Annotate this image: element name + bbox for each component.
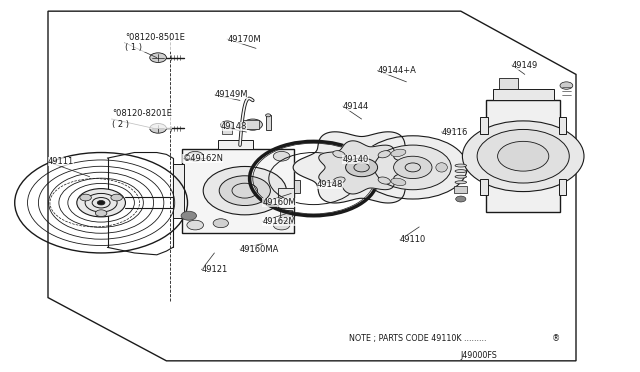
Bar — [294, 180, 300, 193]
Text: J49000FS: J49000FS — [461, 351, 498, 360]
Circle shape — [80, 194, 92, 201]
Text: 49149M: 49149M — [214, 90, 248, 99]
Ellipse shape — [436, 163, 447, 172]
Circle shape — [187, 220, 204, 230]
Text: 49148: 49148 — [317, 180, 343, 189]
Ellipse shape — [391, 149, 406, 157]
Ellipse shape — [455, 181, 467, 184]
Text: °08120-8201E
( 2 ): °08120-8201E ( 2 ) — [112, 109, 172, 129]
Bar — [559, 179, 566, 195]
Circle shape — [463, 121, 584, 192]
Circle shape — [456, 196, 466, 202]
Circle shape — [394, 156, 432, 179]
Bar — [559, 117, 566, 134]
Text: 49140: 49140 — [342, 155, 369, 164]
Text: 49160MA: 49160MA — [240, 245, 280, 254]
Circle shape — [266, 114, 271, 117]
Bar — [280, 210, 292, 223]
Text: 49162M: 49162M — [262, 217, 296, 226]
Ellipse shape — [333, 177, 345, 184]
Circle shape — [374, 145, 451, 190]
Circle shape — [181, 211, 196, 220]
Circle shape — [95, 210, 107, 217]
Bar — [493, 89, 554, 100]
Text: 49116: 49116 — [442, 128, 468, 137]
Circle shape — [111, 194, 122, 201]
Circle shape — [150, 124, 166, 133]
Bar — [266, 115, 271, 130]
Circle shape — [560, 82, 573, 89]
Circle shape — [77, 189, 125, 217]
Circle shape — [346, 158, 378, 177]
Text: 49144+A: 49144+A — [378, 66, 417, 75]
Circle shape — [97, 201, 105, 205]
Ellipse shape — [455, 164, 467, 167]
Text: 49160M: 49160M — [262, 198, 296, 207]
Text: 49110: 49110 — [400, 235, 426, 244]
Circle shape — [187, 151, 204, 161]
Bar — [218, 140, 253, 149]
Circle shape — [477, 129, 570, 183]
Bar — [486, 100, 560, 212]
Bar — [480, 117, 488, 134]
Ellipse shape — [391, 178, 406, 186]
Text: 49148: 49148 — [221, 122, 247, 131]
Circle shape — [273, 151, 290, 161]
Bar — [222, 125, 232, 134]
Polygon shape — [293, 132, 430, 203]
Circle shape — [213, 219, 228, 228]
Bar — [480, 179, 488, 195]
Text: °08120-8501E
( 1 ): °08120-8501E ( 1 ) — [125, 33, 185, 52]
Ellipse shape — [455, 175, 467, 178]
Text: 49111: 49111 — [48, 157, 74, 166]
Text: 49121: 49121 — [202, 265, 228, 274]
Polygon shape — [319, 141, 408, 194]
Bar — [243, 120, 259, 129]
Text: ©49162N: ©49162N — [182, 154, 223, 163]
Text: NOTE ; PARTS CODE 49110K .........: NOTE ; PARTS CODE 49110K ......... — [349, 334, 486, 343]
Bar — [182, 149, 294, 232]
Text: ®: ® — [552, 334, 560, 343]
Bar — [454, 186, 467, 193]
Ellipse shape — [378, 177, 390, 184]
Circle shape — [203, 166, 287, 215]
Circle shape — [221, 121, 234, 128]
Ellipse shape — [333, 151, 345, 158]
Ellipse shape — [378, 151, 390, 158]
Bar — [173, 164, 184, 218]
Text: 49149: 49149 — [512, 61, 538, 70]
Circle shape — [243, 119, 262, 130]
Text: 49144: 49144 — [342, 102, 369, 110]
Bar — [278, 188, 294, 208]
Circle shape — [358, 136, 467, 199]
Text: 49170M: 49170M — [227, 35, 261, 44]
Circle shape — [150, 53, 166, 62]
Circle shape — [498, 141, 549, 171]
Circle shape — [273, 220, 290, 230]
Circle shape — [219, 176, 270, 205]
Bar — [499, 78, 518, 89]
Ellipse shape — [455, 170, 467, 173]
